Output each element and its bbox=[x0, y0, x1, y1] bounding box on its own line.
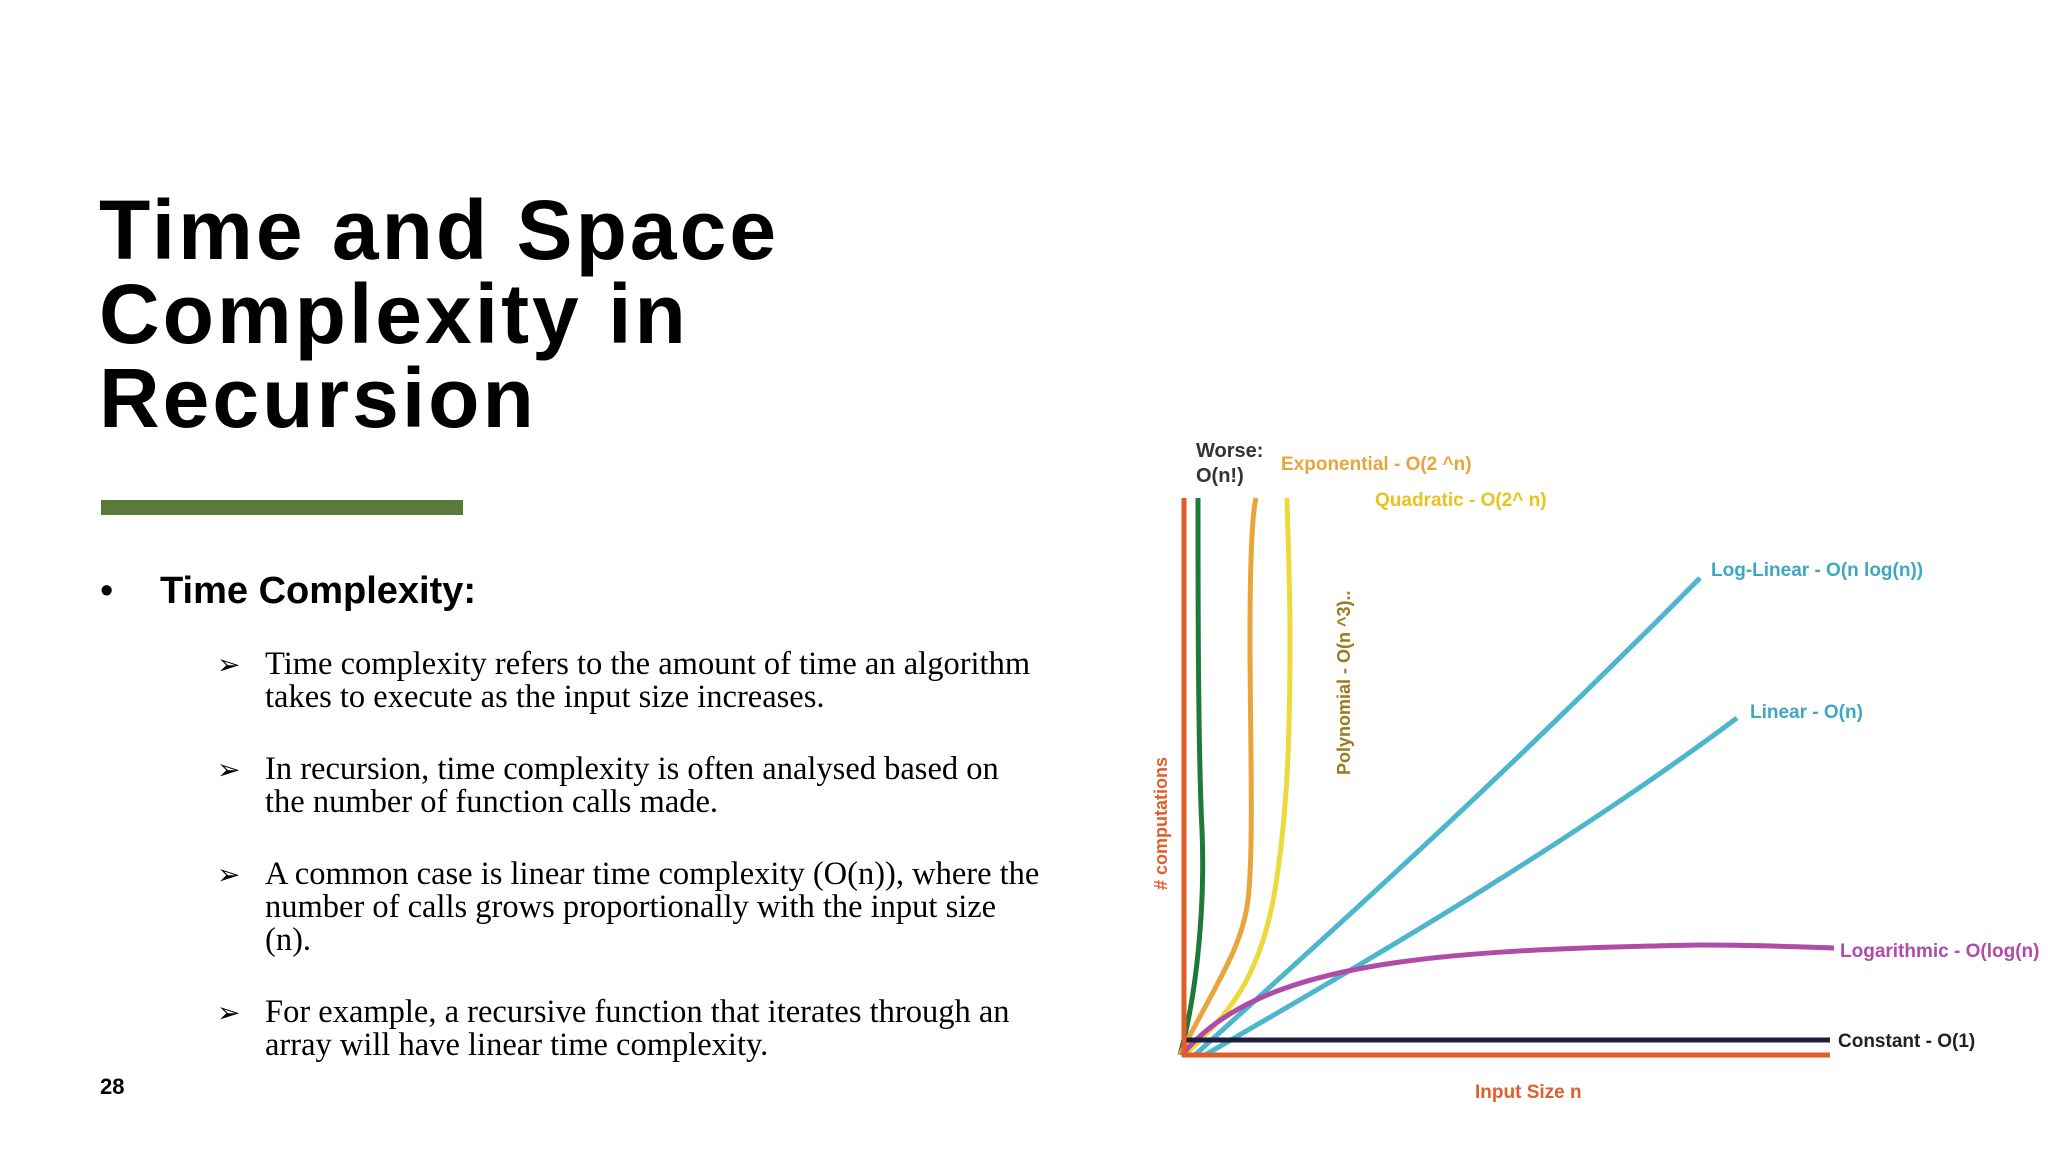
label-linear: Linear - O(n) bbox=[1750, 702, 1863, 723]
sub-point: ➢ For example, a recursive function that… bbox=[215, 996, 1045, 1062]
sub-point-text: A common case is linear time complexity … bbox=[265, 856, 1040, 958]
arrow-bullet-icon: ➢ bbox=[217, 860, 241, 891]
label-loglinear: Log-Linear - O(n log(n)) bbox=[1711, 560, 1923, 581]
sub-point: ➢ Time complexity refers to the amount o… bbox=[215, 648, 1045, 714]
sub-point-text: Time complexity refers to the amount of … bbox=[265, 646, 1031, 715]
curve-exponential bbox=[1177, 497, 1259, 1057]
slide-title: Time and Space Complexity in Recursion bbox=[99, 183, 780, 445]
label-exponential: Exponential - O(2 ^n) bbox=[1281, 454, 1472, 475]
arrow-bullet-icon: ➢ bbox=[217, 755, 241, 786]
sub-point-text: For example, a recursive function that i… bbox=[265, 994, 1010, 1063]
sub-point-list: ➢ Time complexity refers to the amount o… bbox=[215, 648, 1045, 1101]
arrow-bullet-icon: ➢ bbox=[217, 650, 241, 681]
arrow-bullet-icon: ➢ bbox=[217, 998, 241, 1029]
label-worse-line1: Worse: bbox=[1196, 440, 1263, 462]
label-polynomial: Polynomial - O(n ^3).. bbox=[1334, 590, 1354, 775]
curve-logarithmic bbox=[1180, 942, 1835, 1057]
curve-linear bbox=[1203, 715, 1739, 1058]
label-logarithmic: Logarithmic - O(log(n)) bbox=[1840, 941, 2040, 962]
complexity-chart-svg: Worse: O(n!) Exponential - O(2 ^n) Quadr… bbox=[1151, 440, 2046, 1103]
curve-factorial bbox=[1177, 497, 1206, 1056]
section-heading: Time Complexity: bbox=[160, 570, 477, 612]
bullet-dot: • bbox=[100, 570, 114, 612]
label-worse-line2: O(n!) bbox=[1196, 465, 1244, 487]
sub-point-text: In recursion, time complexity is often a… bbox=[265, 751, 999, 820]
title-accent-bar bbox=[101, 500, 463, 515]
page-number: 28 bbox=[100, 1074, 125, 1099]
label-quadratic: Quadratic - O(2^ n) bbox=[1375, 490, 1547, 511]
label-constant: Constant - O(1) bbox=[1838, 1031, 1975, 1052]
label-worse: Worse: O(n!) bbox=[1196, 440, 1269, 487]
curve-quadratic bbox=[1183, 497, 1293, 1057]
y-axis-label: # computations bbox=[1151, 757, 1171, 890]
sub-point: ➢ In recursion, time complexity is often… bbox=[215, 753, 1045, 819]
complexity-chart: Worse: O(n!) Exponential - O(2 ^n) Quadr… bbox=[1140, 430, 2046, 1130]
sub-point: ➢ A common case is linear time complexit… bbox=[215, 858, 1045, 957]
curve-loglinear bbox=[1193, 576, 1702, 1057]
x-axis-label: Input Size n bbox=[1475, 1082, 1582, 1103]
